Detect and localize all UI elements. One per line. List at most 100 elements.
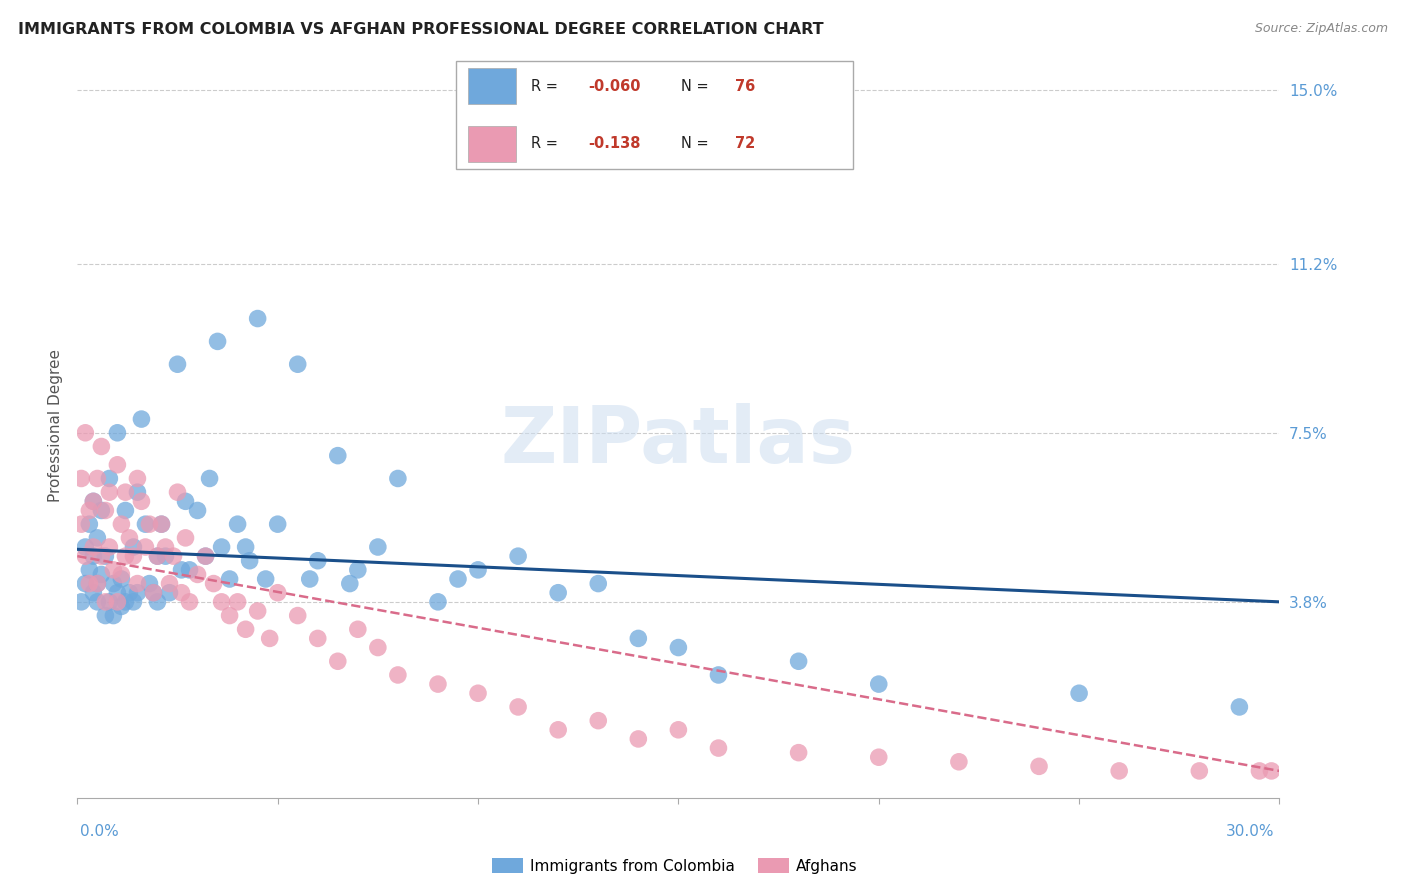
Point	[127, 471, 149, 485]
Point	[138, 517, 160, 532]
Point	[110, 599, 132, 614]
Point	[114, 503, 136, 517]
Point	[1249, 764, 1271, 778]
Point	[174, 531, 197, 545]
Point	[94, 595, 117, 609]
Point	[107, 595, 129, 609]
Point	[627, 731, 650, 746]
Point	[339, 576, 361, 591]
Point	[202, 576, 225, 591]
Point	[218, 572, 240, 586]
Point	[198, 471, 221, 485]
Point	[127, 485, 149, 500]
Point	[246, 604, 269, 618]
Text: N =: N =	[681, 136, 713, 151]
Point	[170, 563, 193, 577]
Point	[226, 517, 249, 532]
Point	[159, 576, 181, 591]
Point	[326, 449, 349, 463]
Text: N =: N =	[681, 78, 713, 94]
Point	[103, 563, 125, 577]
Point	[127, 585, 149, 599]
Point	[98, 540, 121, 554]
Point	[70, 471, 93, 485]
Point	[467, 563, 489, 577]
Text: IMMIGRANTS FROM COLOMBIA VS AFGHAN PROFESSIONAL DEGREE CORRELATION CHART: IMMIGRANTS FROM COLOMBIA VS AFGHAN PROFE…	[18, 22, 824, 37]
Point	[150, 517, 173, 532]
Point	[90, 567, 112, 582]
Point	[170, 585, 193, 599]
Point	[79, 576, 101, 591]
Text: ZIPatlas: ZIPatlas	[501, 403, 856, 479]
Point	[267, 517, 290, 532]
Text: -0.060: -0.060	[588, 78, 641, 94]
Point	[90, 503, 112, 517]
Point	[75, 549, 97, 563]
Point	[118, 585, 141, 599]
Point	[588, 714, 610, 728]
Point	[179, 563, 201, 577]
Point	[122, 540, 145, 554]
Point	[146, 595, 169, 609]
Point	[547, 585, 569, 599]
Point	[131, 412, 153, 426]
Point	[155, 540, 177, 554]
Point	[118, 531, 141, 545]
Point	[79, 517, 101, 532]
Point	[146, 549, 169, 563]
Point	[138, 576, 160, 591]
Point	[114, 595, 136, 609]
Point	[207, 334, 229, 349]
Point	[98, 595, 121, 609]
Point	[155, 549, 177, 563]
Point	[94, 549, 117, 563]
Point	[90, 549, 112, 563]
Point	[86, 471, 108, 485]
Point	[82, 540, 104, 554]
Point	[259, 632, 281, 646]
Point	[159, 585, 181, 599]
FancyBboxPatch shape	[468, 69, 516, 104]
Point	[218, 608, 240, 623]
Legend: Immigrants from Colombia, Afghans: Immigrants from Colombia, Afghans	[486, 852, 863, 880]
Point	[287, 608, 309, 623]
Text: Source: ZipAtlas.com: Source: ZipAtlas.com	[1254, 22, 1388, 36]
Point	[86, 595, 108, 609]
Point	[387, 668, 409, 682]
Point	[235, 622, 257, 636]
Point	[98, 471, 121, 485]
Text: -0.138: -0.138	[588, 136, 641, 151]
Y-axis label: Professional Degree: Professional Degree	[48, 350, 63, 502]
Point	[94, 608, 117, 623]
Point	[187, 567, 209, 582]
Point	[1028, 759, 1050, 773]
Point	[127, 576, 149, 591]
Point	[347, 622, 370, 636]
Point	[267, 585, 290, 599]
Point	[447, 572, 470, 586]
Point	[142, 585, 165, 599]
Text: 72: 72	[735, 136, 755, 151]
Point	[86, 576, 108, 591]
Point	[367, 540, 389, 554]
Point	[75, 540, 97, 554]
Point	[367, 640, 389, 655]
Point	[668, 723, 690, 737]
Point	[107, 425, 129, 440]
Point	[122, 549, 145, 563]
Point	[868, 677, 890, 691]
Point	[707, 668, 730, 682]
Point	[467, 686, 489, 700]
Point	[668, 640, 690, 655]
Point	[211, 595, 233, 609]
Point	[131, 494, 153, 508]
Point	[79, 503, 101, 517]
Point	[787, 746, 810, 760]
Point	[114, 485, 136, 500]
Point	[211, 540, 233, 554]
Point	[122, 595, 145, 609]
Point	[347, 563, 370, 577]
Point	[1229, 700, 1251, 714]
Point	[98, 485, 121, 500]
Point	[194, 549, 217, 563]
